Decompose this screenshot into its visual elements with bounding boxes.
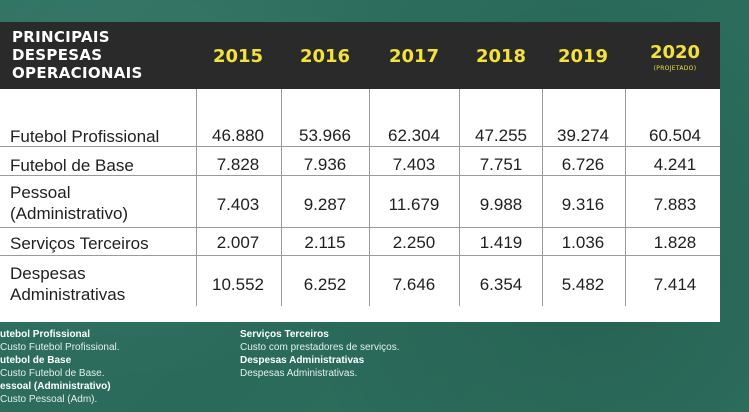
table-cell: 9.988 [479,195,523,214]
table-cell: 10.552 [212,275,264,294]
row-label: Futebol Profissional [10,127,160,146]
table-title: PRINCIPAIS DESPESAS OPERACIONAIS [12,28,143,82]
legend-description: Custo Futebol de Base. [0,368,105,379]
table-cell: 39.274 [557,126,609,145]
table-cell: 7.751 [479,155,523,174]
column-divider [459,89,460,306]
column-header-2019: 2019 [557,46,609,67]
column-header-2020: 2020 [649,42,701,63]
legend-description: Custo Futebol Profissional. [0,342,120,353]
row-label: Pessoal (Administrativo) [10,183,129,223]
column-header-2017: 2017 [388,46,440,67]
table-cell: 2.115 [304,233,346,252]
legend-right: Serviços Terceiros Custo com prestadores … [240,328,400,380]
table-cell: 60.504 [649,126,701,145]
row-label: Serviços Terceiros [10,234,149,253]
table-cell: 5.482 [561,275,605,294]
table-cell: 6.726 [561,155,605,174]
table-cell: 7.936 [303,155,347,174]
column-divider [281,89,282,306]
column-subheader: (PROJETADO) [653,65,697,72]
column-divider [369,89,370,306]
table-cell: 6.252 [303,275,347,294]
table-cell: 47.255 [475,126,527,145]
table-cell: 4.241 [653,155,697,174]
row-label: Futebol de Base [10,156,134,175]
table-cell: 6.354 [479,275,523,294]
row-label: Despesas Administrativas [10,264,126,304]
table-cell: 53.966 [299,126,351,145]
table-cell: 7.414 [653,275,697,294]
table-cell: 9.316 [561,195,605,214]
row-divider [0,227,720,228]
column-header-2016: 2016 [299,46,351,67]
legend-term: Serviços Terceiros [240,329,329,340]
legend-term: Despesas Administrativas [240,355,365,366]
expenses-table: PRINCIPAIS DESPESAS OPERACIONAIS 2015 201… [0,22,720,322]
table-cell: 9.287 [303,195,347,214]
legend-description: Custo Pessoal (Adm). [0,394,98,405]
table-cell: 7.883 [653,195,697,214]
column-divider [196,89,197,306]
table-cell: 1.036 [561,233,605,252]
table-cell: 11.679 [388,195,440,214]
legend-description: Custo com prestadores de serviços. [240,342,400,353]
table-cell: 2.007 [216,233,260,252]
row-divider [0,146,720,147]
table-cell: 1.419 [479,233,523,252]
row-divider [0,255,720,256]
table-cell: 62.304 [388,126,440,145]
table-cell: 7.646 [392,275,436,294]
column-header-2015: 2015 [212,46,264,67]
legend-left: utebol Profissional Custo Futebol Profiss… [0,328,120,406]
table-cell: 7.828 [216,155,260,174]
column-divider [625,89,626,306]
table-cell: 46.880 [212,126,264,145]
table-header: PRINCIPAIS DESPESAS OPERACIONAIS 2015 201… [0,22,720,89]
legend-term: essoal (Administrativo) [0,381,111,392]
column-divider [542,89,543,306]
column-header-2018: 2018 [475,46,527,67]
table-cell: 1.828 [653,233,697,252]
table-cell: 7.403 [216,195,260,214]
legend-description: Despesas Administrativas. [240,368,358,379]
row-divider [0,175,720,176]
legend-term: utebol de Base [0,355,72,366]
table-cell: 2.250 [392,233,436,252]
legend-term: utebol Profissional [0,329,91,340]
table-cell: 7.403 [392,155,436,174]
